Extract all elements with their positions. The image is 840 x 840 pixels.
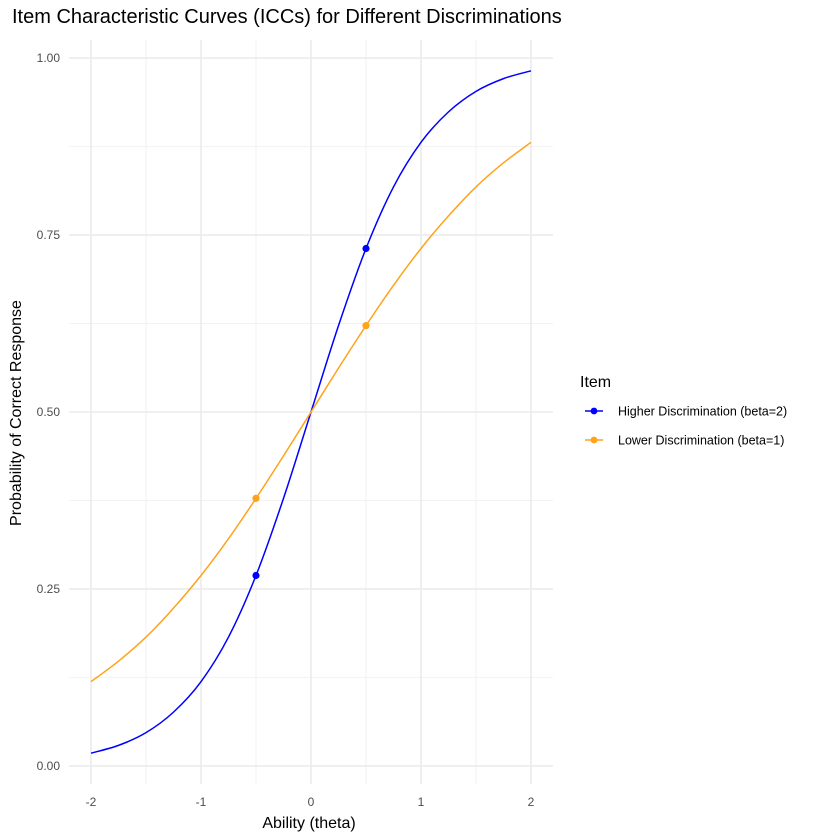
- x-tick-label: -2: [86, 795, 97, 809]
- data-point-series-2: [252, 494, 260, 502]
- x-axis-title: Ability (theta): [262, 815, 355, 832]
- y-tick-label: 0.25: [37, 582, 61, 596]
- legend: Item Higher Discrimination (beta=2) Lower…: [580, 374, 787, 448]
- y-tick-label: 0.75: [37, 228, 61, 242]
- y-axis-title: Probability of Correct Response: [8, 300, 25, 526]
- x-tick-label: 2: [528, 795, 535, 809]
- legend-label-1: Higher Discrimination (beta=2): [618, 405, 787, 419]
- legend-label-2: Lower Discrimination (beta=1): [618, 434, 784, 448]
- y-tick-labels: 0.00 0.25 0.50 0.75 1.00: [37, 51, 61, 773]
- x-tick-labels: -2 -1 0 1 2: [86, 795, 535, 809]
- series-points: [252, 244, 370, 580]
- series-lines: [90, 70, 532, 754]
- x-tick-label: 1: [418, 795, 425, 809]
- y-tick-label: 1.00: [37, 51, 61, 65]
- x-tick-label: -1: [196, 795, 207, 809]
- data-point-series-1: [362, 244, 370, 253]
- grid-major: [69, 40, 553, 784]
- data-point-series-1: [252, 571, 260, 580]
- series-line-2: [90, 141, 532, 683]
- legend-key-point-2: [590, 436, 598, 444]
- legend-key-point-1: [590, 407, 598, 415]
- data-point-series-2: [362, 322, 370, 330]
- y-tick-label: 0.00: [37, 759, 61, 773]
- x-tick-label: 0: [308, 795, 315, 809]
- legend-title: Item: [580, 374, 611, 391]
- chart-title: Item Characteristic Curves (ICCs) for Di…: [12, 6, 562, 28]
- y-tick-label: 0.50: [37, 405, 61, 419]
